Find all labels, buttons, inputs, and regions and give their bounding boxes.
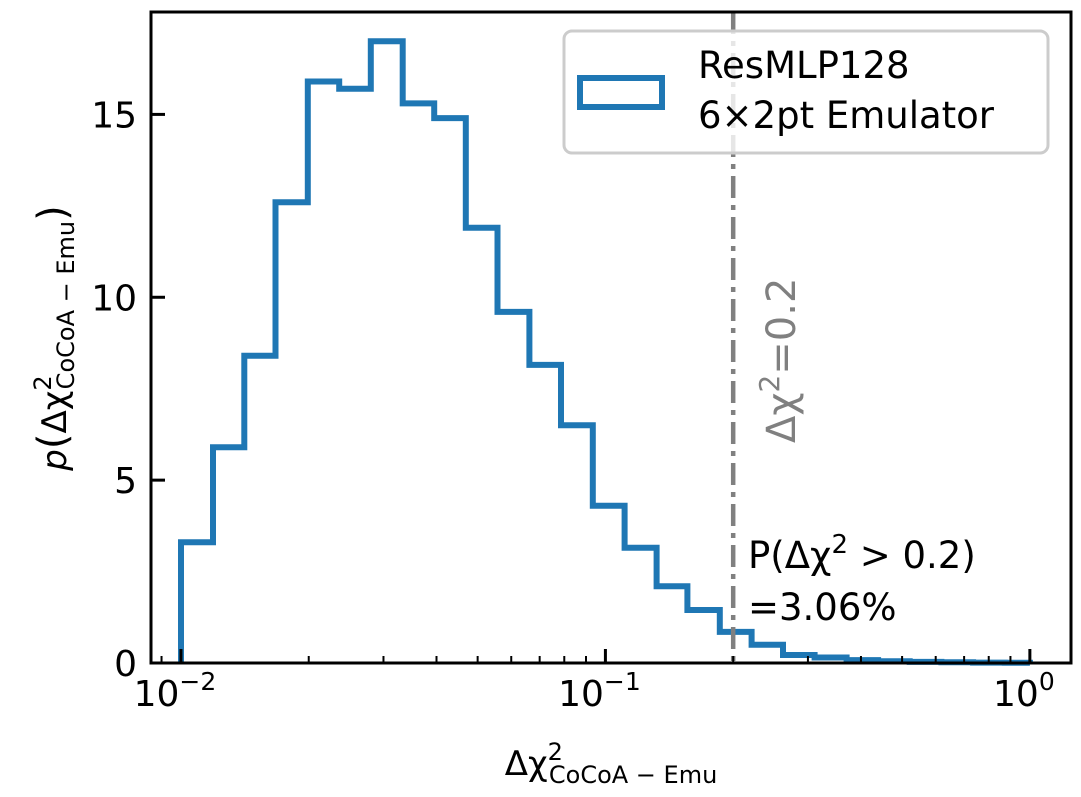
x-axis-label: Δχ2 CoCoA − Emu: [505, 738, 718, 789]
y-axis-label: p(Δχ2CoCoA − Emu): [29, 205, 80, 471]
legend-swatch: [577, 75, 665, 110]
legend-label-line1: ResMLP128: [698, 44, 910, 87]
probability-annotation-line2: =3.06%: [748, 586, 897, 629]
y-tick-label: 5: [114, 461, 137, 502]
legend-label-line2: 6×2pt Emulator: [698, 94, 995, 137]
svg-text:p(Δχ2CoCoA − Emu): p(Δχ2CoCoA − Emu): [29, 205, 80, 471]
plot-frame: [149, 10, 1073, 665]
probability-annotation-line1: P(Δχ2 > 0.2): [748, 530, 976, 577]
x-tick-label: 10−1: [558, 667, 641, 715]
y-tick-label: 0: [114, 644, 137, 685]
threshold-label: Δχ2=0.2: [753, 278, 805, 443]
histogram-series-line: [178, 38, 1033, 666]
x-tick-label: 100: [993, 667, 1055, 715]
axis-ticks: 10−2 10−1 100 0 5 10 15: [91, 95, 1055, 715]
legend: ResMLP128 6×2pt Emulator: [562, 29, 1050, 155]
y-tick-label: 15: [91, 95, 137, 136]
y-tick-label: 10: [91, 278, 137, 319]
svg-text:Δχ2=0.2: Δχ2=0.2: [753, 278, 805, 443]
legend-box: [562, 29, 1050, 155]
x-tick-label: 10−2: [134, 667, 217, 715]
